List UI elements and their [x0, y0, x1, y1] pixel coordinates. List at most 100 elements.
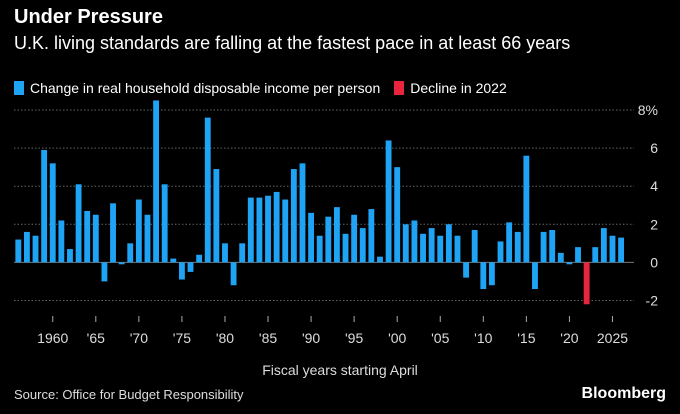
bar — [161, 184, 168, 263]
x-tick-label: '80 — [216, 330, 234, 346]
bar — [282, 199, 289, 263]
bar — [230, 262, 237, 286]
legend-item-income-change: Change in real household disposable inco… — [14, 80, 380, 96]
bar — [58, 220, 65, 263]
bar — [110, 203, 116, 263]
x-tick-label: '65 — [87, 330, 105, 346]
bar — [394, 167, 401, 263]
bar — [213, 169, 220, 263]
bar — [196, 254, 203, 263]
x-tick-label: 2025 — [597, 330, 628, 346]
x-axis-ticks: 1960 '65 '70 '75 '80 '85 '90 '95 '00 '05 '10 '15 '20… — [37, 316, 628, 346]
y-tick-label: 2 — [650, 216, 658, 232]
legend-swatch-red — [394, 81, 405, 95]
y-axis-ticks: -2 0 2 4 6 8% — [638, 102, 658, 308]
bar — [532, 262, 538, 290]
x-tick-label: '75 — [173, 330, 191, 346]
y-tick-label: 0 — [650, 254, 658, 270]
bar — [256, 197, 263, 263]
bar — [428, 228, 435, 263]
legend-label-income-change: Change in real household disposable inco… — [30, 80, 381, 96]
bar — [411, 220, 418, 263]
bar — [592, 247, 599, 263]
bar — [127, 243, 134, 263]
x-tick-label: '85 — [259, 330, 277, 346]
bar — [32, 235, 39, 263]
bar — [222, 243, 228, 263]
bar — [359, 228, 366, 263]
bar — [299, 163, 306, 263]
bar — [41, 150, 48, 263]
bar — [377, 256, 383, 263]
bar — [92, 214, 99, 263]
y-tick-label: -2 — [646, 292, 659, 308]
bar — [402, 224, 409, 263]
x-tick-label: '05 — [431, 330, 449, 346]
bar — [84, 210, 91, 263]
bar — [308, 212, 315, 263]
gridlines — [14, 109, 634, 301]
bar — [247, 197, 254, 263]
bar — [557, 252, 564, 263]
y-tick-label: 4 — [650, 178, 658, 194]
chart-title: Under Pressure — [14, 6, 163, 28]
bar — [600, 228, 607, 263]
bar — [239, 243, 246, 263]
x-tick-label: '90 — [302, 330, 320, 346]
source-note: Source: Office for Budget Responsibility — [14, 387, 244, 402]
bar — [75, 184, 82, 263]
x-tick-label: '15 — [517, 330, 535, 346]
bar — [170, 258, 177, 263]
bar — [566, 262, 573, 265]
bar — [437, 235, 444, 263]
bar — [265, 195, 271, 263]
bar — [523, 155, 530, 263]
bar — [480, 262, 487, 290]
x-axis-label: Fiscal years starting April — [262, 362, 418, 378]
legend-swatch-blue — [14, 81, 24, 95]
bar — [471, 230, 478, 263]
bar — [618, 237, 625, 263]
x-tick-label: 1960 — [37, 330, 68, 346]
bar — [488, 262, 495, 286]
bar — [506, 222, 513, 263]
bar — [575, 247, 581, 263]
bar — [497, 241, 504, 263]
bar — [49, 163, 56, 263]
chart-subtitle: U.K. living standards are falling at the… — [14, 33, 571, 53]
bar — [549, 230, 556, 263]
bar — [325, 216, 332, 263]
y-tick-label: 8% — [638, 102, 658, 118]
legend-label-decline-2022: Decline in 2022 — [410, 80, 507, 96]
bar — [463, 262, 470, 278]
bar-2022-highlight — [583, 262, 590, 305]
x-tick-label: '70 — [130, 330, 148, 346]
bar — [420, 233, 426, 263]
bar — [514, 231, 521, 263]
bar — [342, 233, 349, 263]
bar — [144, 214, 151, 263]
bar — [15, 239, 22, 263]
x-tick-label: '00 — [388, 330, 406, 346]
bar — [153, 100, 160, 263]
bar — [178, 262, 185, 280]
bars — [15, 100, 625, 305]
x-tick-label: '20 — [560, 330, 578, 346]
bar — [135, 199, 142, 263]
bar — [101, 262, 108, 282]
bar — [204, 117, 211, 263]
bar — [67, 249, 73, 263]
bar — [454, 235, 461, 263]
x-tick-label: '10 — [474, 330, 492, 346]
y-tick-label: 6 — [650, 140, 658, 156]
bar — [609, 235, 616, 263]
bar — [540, 231, 547, 263]
bar — [23, 231, 30, 263]
bar — [187, 262, 194, 272]
bar — [333, 207, 340, 263]
bloomberg-logo: Bloomberg — [581, 385, 666, 402]
bar — [290, 169, 297, 263]
bar — [118, 262, 125, 265]
bar — [316, 235, 323, 263]
